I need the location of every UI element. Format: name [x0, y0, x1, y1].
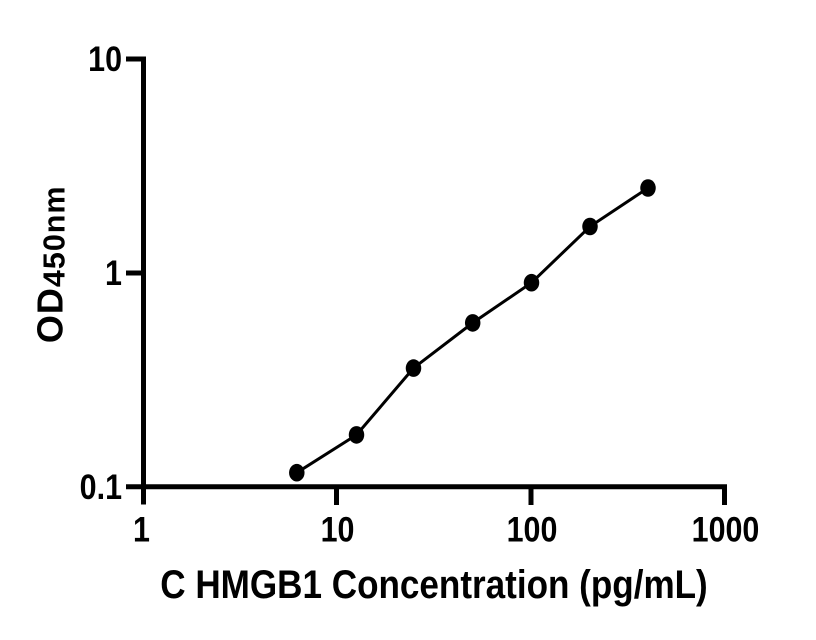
svg-text:10: 10	[321, 509, 355, 548]
svg-text:0.1: 0.1	[80, 467, 122, 506]
svg-text:OD450nm: OD450nm	[30, 185, 72, 343]
svg-text:10: 10	[88, 39, 122, 78]
svg-text:C HMGB1 Concentration (pg/mL): C HMGB1 Concentration (pg/mL)	[160, 562, 707, 607]
svg-text:100: 100	[507, 509, 558, 548]
svg-text:1: 1	[105, 253, 122, 292]
svg-text:1: 1	[133, 509, 150, 548]
svg-text:1000: 1000	[692, 509, 760, 548]
